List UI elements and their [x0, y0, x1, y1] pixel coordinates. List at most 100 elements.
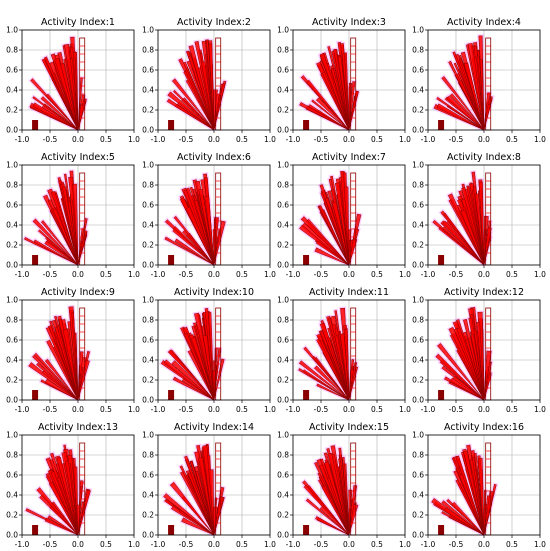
activity-ray — [334, 335, 350, 401]
y-tick-label: 0.0 — [277, 531, 289, 540]
activity-ray — [303, 484, 350, 536]
x-tick-label: 0.0 — [478, 405, 490, 414]
activity-ray — [178, 509, 215, 536]
x-tick-label: -0.5 — [179, 540, 194, 549]
x-tick-label: -1.0 — [286, 405, 301, 414]
activity-fan — [26, 305, 92, 402]
x-tick-label: -1.0 — [15, 135, 30, 144]
subplot-title: Activity Index:6 — [177, 152, 251, 163]
y-tick-label: 0.4 — [277, 491, 289, 500]
y-tick-label: 0.8 — [142, 46, 154, 55]
activity-ray — [44, 358, 79, 401]
y-tick-label: 0.6 — [6, 66, 18, 75]
activity-ray — [344, 52, 350, 131]
activity-ray — [57, 476, 79, 536]
x-tick-label: -1.0 — [286, 270, 301, 279]
activity-fan — [429, 442, 499, 537]
activity-ray — [52, 208, 79, 266]
activity-ray — [204, 308, 215, 401]
activity-fan — [430, 170, 494, 267]
x-tick-label: -1.0 — [15, 405, 30, 414]
activity-ray — [455, 479, 485, 536]
subplot-title: Activity Index:1 — [41, 17, 115, 28]
activity-ray — [319, 53, 350, 131]
y-tick-label: 0.2 — [412, 241, 424, 250]
y-tick-label: 0.4 — [6, 356, 18, 365]
subplot-9: -1.0 -0.5 0.0 0.5 1.0 0.0 0.2 0.4 0.6 0.8 1.0 Activ… — [6, 287, 140, 414]
y-tick-label: 0.6 — [277, 471, 289, 480]
x-tick-label: 0.0 — [343, 540, 355, 549]
y-tick-label: 0.6 — [142, 66, 154, 75]
y-tick-label: 0.2 — [277, 106, 289, 115]
y-tick-label: 0.6 — [6, 336, 18, 345]
y-tick-label: 0.0 — [6, 396, 18, 405]
y-tick-label: 0.2 — [412, 511, 424, 520]
activity-ray — [71, 312, 79, 401]
y-tick-label: 1.0 — [277, 26, 289, 35]
subplot-14: -1.0 -0.5 0.0 0.5 1.0 0.0 0.2 0.4 0.6 0.8 1.0 Activ… — [142, 422, 276, 549]
y-tick-label: 0.4 — [277, 221, 289, 230]
activity-ray — [459, 58, 485, 131]
activity-ray — [437, 342, 485, 401]
activity-ray — [166, 98, 215, 131]
y-tick-label: 0.2 — [6, 511, 18, 520]
y-tick-label: 0.0 — [6, 531, 18, 540]
x-tick-label: -1.0 — [286, 540, 301, 549]
x-tick-label: 0.0 — [478, 270, 490, 279]
activity-ray — [327, 46, 350, 131]
activity-ray — [463, 318, 485, 401]
activity-fan — [300, 442, 360, 537]
activity-ray — [436, 96, 485, 131]
activity-ray — [189, 460, 215, 536]
y-tick-label: 0.6 — [412, 201, 424, 210]
x-tick-label: 0.5 — [100, 540, 112, 549]
x-tick-label: -1.0 — [421, 405, 436, 414]
activity-ray — [446, 95, 485, 131]
subplot-title: Activity Index:9 — [41, 287, 115, 298]
activity-ray — [443, 507, 485, 536]
y-tick-label: 0.6 — [412, 66, 424, 75]
activity-ray — [302, 369, 350, 401]
x-tick-label: 0.5 — [506, 270, 518, 279]
activity-block — [303, 525, 310, 535]
activity-ray — [316, 383, 350, 401]
x-tick-label: 0.0 — [343, 135, 355, 144]
subplot-title: Activity Index:14 — [174, 422, 254, 433]
y-tick-label: 0.2 — [6, 376, 18, 385]
activity-ray — [194, 312, 215, 401]
activity-ray — [327, 477, 350, 536]
x-tick-label: 0.0 — [208, 270, 220, 279]
activity-ray — [167, 349, 215, 401]
y-tick-label: 0.0 — [142, 126, 154, 135]
y-tick-label: 0.6 — [412, 336, 424, 345]
activity-ray — [456, 327, 485, 401]
activity-ray — [342, 456, 350, 536]
activity-block — [438, 525, 445, 535]
x-tick-label: 0.5 — [100, 135, 112, 144]
y-tick-label: 0.2 — [277, 376, 289, 385]
x-tick-label: 1.0 — [399, 540, 411, 549]
activity-ray — [202, 334, 215, 401]
activity-ray — [45, 326, 79, 401]
x-tick-label: -1.0 — [151, 405, 166, 414]
y-tick-label: 0.6 — [6, 201, 18, 210]
x-tick-label: -1.0 — [151, 135, 166, 144]
y-tick-label: 1.0 — [6, 161, 18, 170]
y-tick-label: 0.2 — [277, 241, 289, 250]
activity-fan — [297, 37, 361, 132]
x-tick-label: -1.0 — [151, 540, 166, 549]
x-tick-label: 1.0 — [264, 135, 276, 144]
y-tick-label: 1.0 — [6, 26, 18, 35]
activity-fan — [23, 442, 93, 537]
activity-block — [438, 255, 445, 265]
y-tick-label: 0.8 — [277, 46, 289, 55]
activity-ray — [163, 359, 215, 401]
subplot-8: -1.0 -0.5 0.0 0.5 1.0 0.0 0.2 0.4 0.6 0.8 1.0 Activ… — [412, 152, 546, 279]
y-tick-label: 0.2 — [277, 511, 289, 520]
activity-ray — [47, 515, 79, 536]
activity-ray — [334, 182, 350, 266]
x-tick-label: 0.0 — [343, 405, 355, 414]
subplot-title: Activity Index:10 — [174, 287, 254, 298]
activity-ray — [343, 186, 350, 266]
activity-ray — [327, 336, 350, 401]
